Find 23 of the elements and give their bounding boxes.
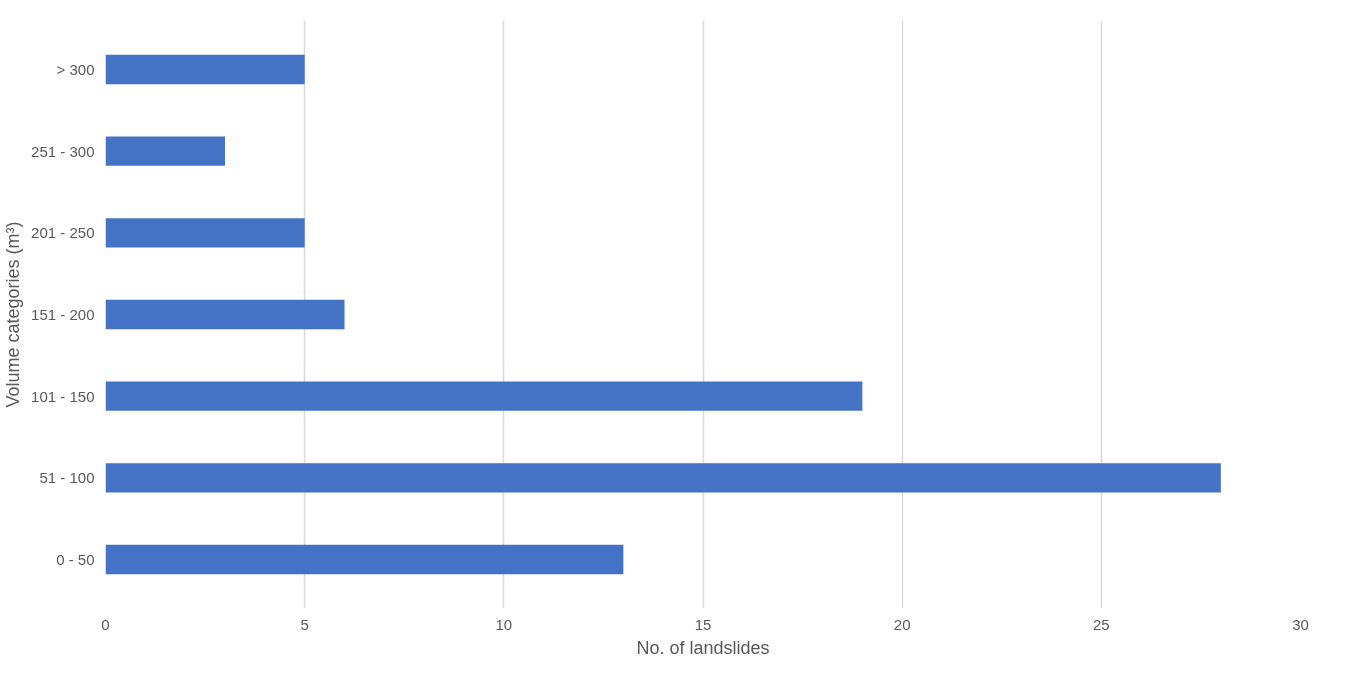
y-tick-label: 201 - 250 bbox=[31, 224, 95, 242]
bar bbox=[105, 218, 305, 248]
y-axis-title: Volume categories (m³) bbox=[3, 221, 24, 408]
y-tick-label: 151 - 200 bbox=[31, 306, 95, 323]
x-tick-label: 0 bbox=[101, 615, 110, 633]
x-tick-label: 25 bbox=[1092, 615, 1110, 633]
bar bbox=[105, 463, 1221, 493]
y-tick-label: 251 - 300 bbox=[31, 142, 95, 160]
bar bbox=[105, 544, 624, 575]
bar bbox=[105, 381, 863, 411]
y-tick-label: 51 - 100 bbox=[39, 469, 95, 487]
y-tick-label: 101 - 150 bbox=[31, 387, 95, 405]
x-tick-label: 10 bbox=[495, 615, 513, 633]
x-axis-title: No. of landslides bbox=[636, 637, 770, 658]
bar bbox=[105, 54, 305, 85]
bar bbox=[105, 299, 345, 330]
y-tick-label: 0 - 50 bbox=[56, 551, 95, 568]
x-tick-label: 5 bbox=[300, 615, 309, 633]
x-tick-label: 15 bbox=[694, 615, 712, 633]
x-tick-label: 30 bbox=[1292, 615, 1309, 633]
bar bbox=[105, 136, 225, 166]
y-tick-label: > 300 bbox=[56, 61, 95, 78]
x-tick-label: 20 bbox=[893, 615, 911, 633]
